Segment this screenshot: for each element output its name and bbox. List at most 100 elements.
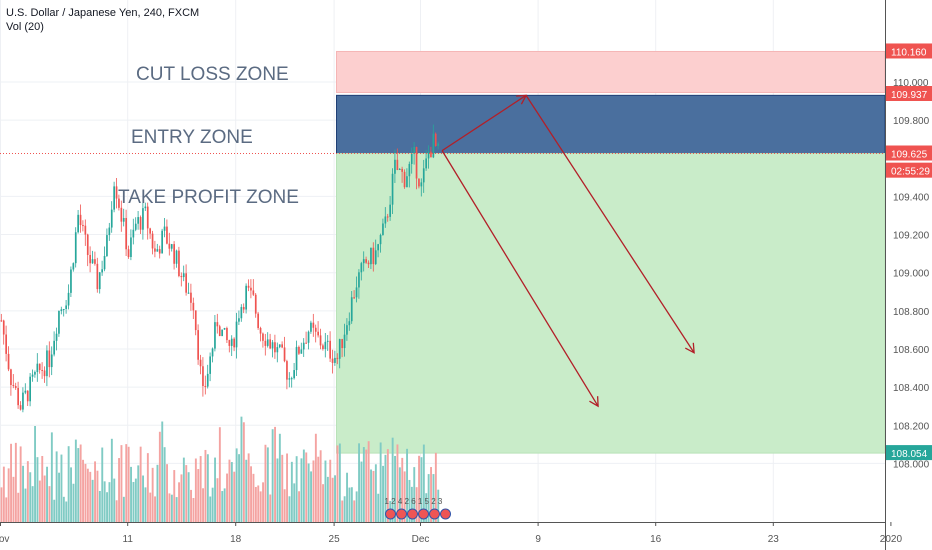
- candle-body: [259, 328, 262, 334]
- volume-bar: [293, 483, 296, 522]
- candle-body: [204, 385, 207, 387]
- volume-bar: [437, 489, 440, 522]
- volume-bar: [242, 422, 245, 522]
- price-label-text: 109.937: [891, 90, 928, 101]
- volume-bar: [34, 426, 36, 522]
- candle-body: [355, 287, 358, 298]
- candle-body: [218, 326, 221, 337]
- candle-body: [271, 342, 274, 349]
- volume-bar: [62, 496, 65, 522]
- volume-bar: [149, 492, 152, 522]
- candle-body: [437, 143, 439, 147]
- volume-bar: [396, 444, 399, 522]
- volume-indicator-label[interactable]: Vol (20): [6, 21, 44, 33]
- volume-bar: [264, 444, 267, 522]
- candle-body: [65, 305, 67, 309]
- price-label-tag: [886, 162, 932, 178]
- candle-body: [101, 269, 103, 273]
- price-tick-label: 109.400: [893, 192, 930, 203]
- candle-body: [194, 310, 197, 331]
- candle-body: [77, 214, 79, 233]
- candle-body: [283, 347, 286, 362]
- volume-bar: [298, 491, 300, 522]
- volume-bar: [233, 471, 236, 522]
- volume-bar: [257, 485, 260, 522]
- candle-body: [0, 320, 3, 322]
- volume-bar: [324, 460, 327, 522]
- volume-bar: [156, 464, 159, 522]
- time-axis-bg: [0, 522, 885, 550]
- volume-bar: [187, 472, 190, 522]
- volume-bar: [415, 487, 418, 522]
- volume-bar: [379, 442, 382, 522]
- candle-body: [408, 163, 411, 177]
- candle-body: [211, 348, 214, 357]
- volume-bar: [307, 463, 310, 522]
- candle-body: [312, 322, 315, 328]
- volume-bar: [353, 500, 356, 522]
- volume-bar: [48, 486, 51, 522]
- event-flag-icon: [407, 508, 418, 520]
- candle-body: [130, 237, 132, 257]
- candle-body: [420, 182, 423, 187]
- candle-body: [391, 173, 394, 205]
- symbol-title[interactable]: U.S. Dollar / Japanese Yen, 240, FXCM: [6, 7, 200, 19]
- candle-body: [362, 259, 365, 264]
- zone-label-2: TAKE PROFIT ZONE: [118, 187, 299, 208]
- candle-body: [338, 339, 341, 359]
- candle-body: [67, 292, 70, 306]
- event-flag-icon: [418, 508, 429, 520]
- candle-body: [290, 378, 293, 380]
- candle-body: [139, 217, 142, 230]
- volume-bar: [82, 459, 84, 522]
- candle-body: [38, 363, 41, 370]
- volume-bar: [190, 489, 192, 522]
- candle-body: [307, 331, 310, 343]
- candle-body: [86, 234, 89, 255]
- candle-body: [122, 217, 125, 222]
- candle-body: [12, 384, 15, 387]
- candle-body: [226, 328, 228, 341]
- candles: [0, 124, 439, 413]
- candle-body: [2, 320, 5, 335]
- volume-bar: [322, 484, 324, 522]
- candle-body: [156, 249, 159, 252]
- volume-bar: [427, 474, 430, 522]
- price-label-tag: [886, 43, 932, 59]
- candle-body: [389, 204, 391, 217]
- volume-bar: [302, 449, 305, 522]
- candle-body: [36, 363, 39, 373]
- candle-body: [281, 344, 283, 348]
- candle-body: [336, 357, 339, 359]
- candle-body: [199, 359, 202, 367]
- volume-bar: [142, 475, 144, 522]
- candle-body: [257, 313, 259, 329]
- volume-bar: [89, 471, 92, 522]
- volume-bar: [362, 447, 365, 522]
- volume-bar: [46, 466, 48, 522]
- volume-bar: [326, 476, 329, 522]
- volume-bar: [254, 486, 257, 522]
- volume-bar: [398, 467, 401, 522]
- volume-bar: [144, 487, 147, 522]
- candle-body: [396, 159, 399, 170]
- candle-body: [346, 325, 348, 335]
- volume-bar: [223, 488, 226, 522]
- volume-bar: [310, 471, 312, 522]
- candle-body: [50, 354, 53, 368]
- price-tick-label: 108.400: [893, 383, 930, 394]
- price-label-tag: [886, 445, 932, 461]
- candle-body: [254, 294, 257, 314]
- candle-body: [266, 339, 269, 346]
- candle-body: [350, 297, 353, 322]
- candle-body: [293, 370, 295, 379]
- volume-bar: [214, 457, 216, 522]
- candle-body: [29, 376, 31, 402]
- forecast-arrow-0: [441, 94, 527, 152]
- candle-body: [377, 244, 379, 251]
- candle-body: [120, 207, 123, 222]
- volume-bar: [173, 470, 176, 522]
- volume-bar: [295, 456, 298, 522]
- volume-bar: [286, 453, 288, 522]
